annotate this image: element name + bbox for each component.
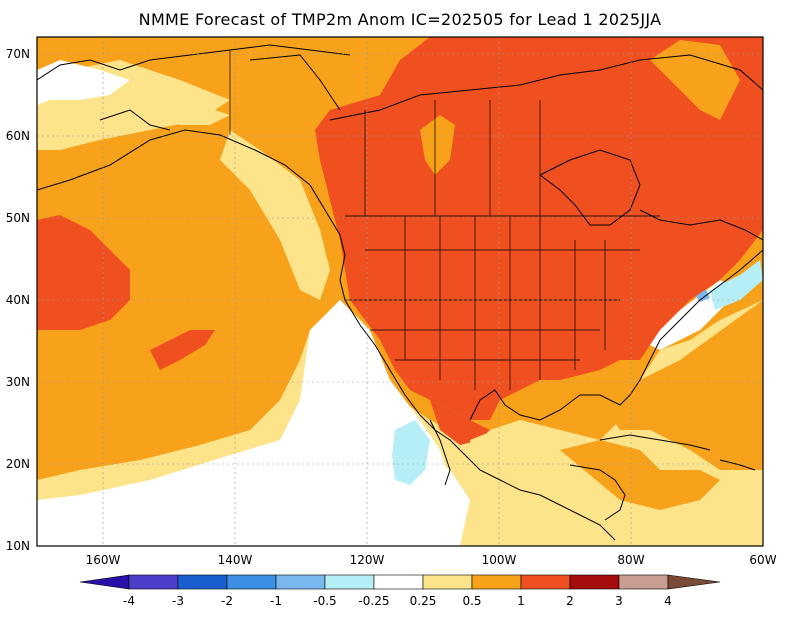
lon-label: 160W [86, 553, 121, 567]
colorbar-tick: -1 [270, 594, 282, 608]
lat-label: 40N [6, 293, 30, 307]
colorbar-swatch [471, 574, 522, 590]
colorbar-tick: 2 [566, 594, 574, 608]
lat-label: 10N [6, 539, 30, 553]
colorbar-tick: 0.25 [410, 594, 437, 608]
colorbar-tick: 4 [664, 594, 672, 608]
colorbar-swatch [373, 574, 424, 590]
colorbar [79, 574, 721, 590]
lat-label: 50N [6, 211, 30, 225]
colorbar-swatch [226, 574, 277, 590]
coastlines [37, 44, 763, 541]
colorbar-swatch [422, 574, 473, 590]
lat-label: 30N [6, 375, 30, 389]
lat-label: 20N [6, 457, 30, 471]
lat-label: 60N [6, 129, 30, 143]
colorbar-tick: 0.5 [462, 594, 481, 608]
colorbar-tick: -3 [172, 594, 184, 608]
colorbar-tick: -0.25 [358, 594, 389, 608]
colorbar-swatch [177, 574, 228, 590]
colorbar-tick: -0.5 [313, 594, 336, 608]
colorbar-swatch [520, 574, 571, 590]
colorbar-tick: 1 [517, 594, 525, 608]
colorbar-tick: 3 [615, 594, 623, 608]
colorbar-swatch [275, 574, 326, 590]
colorbar-swatch [128, 574, 179, 590]
lon-axis: 160W 140W 120W 100W 80W 60W [86, 553, 777, 567]
lon-label: 100W [482, 553, 517, 567]
lat-label: 70N [6, 47, 30, 61]
colorbar-swatch [324, 574, 375, 590]
band-neutral [37, 300, 450, 546]
map-frame [36, 36, 764, 547]
colorbar-swatch [618, 574, 669, 590]
colorbar-arrow-low [79, 574, 130, 590]
lon-label: 80W [617, 553, 644, 567]
colorbar-labels: -4 -3 -2 -1 -0.5 -0.25 0.25 0.5 1 2 3 4 [123, 594, 672, 608]
colorbar-tick: -4 [123, 594, 135, 608]
map-title: NMME Forecast of TMP2m Anom IC=202505 fo… [138, 10, 662, 29]
colorbar-tick: -2 [221, 594, 233, 608]
lon-label: 120W [350, 553, 385, 567]
band-neg0.5-neg0.25 [392, 420, 430, 485]
colorbar-swatch [569, 574, 620, 590]
graticule [37, 37, 763, 546]
lon-label: 140W [218, 553, 253, 567]
anomaly-field [37, 37, 763, 546]
lon-label: 60W [749, 553, 776, 567]
lat-axis: 70N 60N 50N 40N 30N 20N 10N [6, 47, 30, 553]
colorbar-arrow-high [667, 574, 721, 590]
state-borders [229, 50, 660, 390]
